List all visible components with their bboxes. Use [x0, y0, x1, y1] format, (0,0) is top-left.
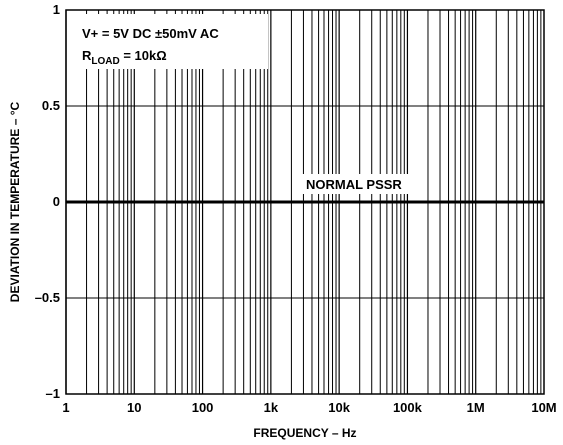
x-tick-label: 100k	[393, 400, 423, 415]
rload-subscript: LOAD	[91, 56, 119, 67]
series-label-normal-pssr: NORMAL PSSR	[306, 177, 402, 192]
rload-r: R	[82, 48, 92, 63]
y-tick-label: 0	[53, 194, 60, 209]
x-tick-label: 10k	[328, 400, 350, 415]
y-tick-label: –0.5	[35, 290, 60, 305]
y-tick-label: –1	[46, 386, 60, 401]
series-label-bg	[300, 174, 414, 194]
rload-value: = 10kΩ	[120, 48, 167, 63]
x-tick-label: 10M	[531, 400, 556, 415]
conditions-line-2: RLOAD = 10kΩ	[82, 48, 167, 67]
y-tick-label: 1	[53, 2, 60, 17]
y-tick-label: 0.5	[42, 98, 60, 113]
conditions-line-1: V+ = 5V DC ±50mV AC	[82, 26, 219, 41]
plot-frame	[65, 9, 545, 395]
x-tick-label: 1k	[264, 400, 279, 415]
y-axis-title: DEVIATION IN TEMPERATURE – °C	[8, 101, 22, 302]
conditions-box-bg	[78, 14, 268, 69]
series-label-box: NORMAL PSSR	[300, 174, 414, 194]
x-tick-label: 1M	[467, 400, 485, 415]
x-tick-label: 1	[62, 400, 69, 415]
conditions-box: V+ = 5V DC ±50mV AC RLOAD = 10kΩ	[78, 14, 268, 69]
y-tick-labels: 1 0.5 0 –0.5 –1	[35, 2, 60, 401]
x-tick-labels: 1 10 100 1k 10k 100k 1M 10M	[62, 400, 556, 415]
x-tick-label: 100	[192, 400, 214, 415]
x-axis-title: FREQUENCY – Hz	[253, 426, 356, 440]
x-tick-label: 10	[127, 400, 141, 415]
